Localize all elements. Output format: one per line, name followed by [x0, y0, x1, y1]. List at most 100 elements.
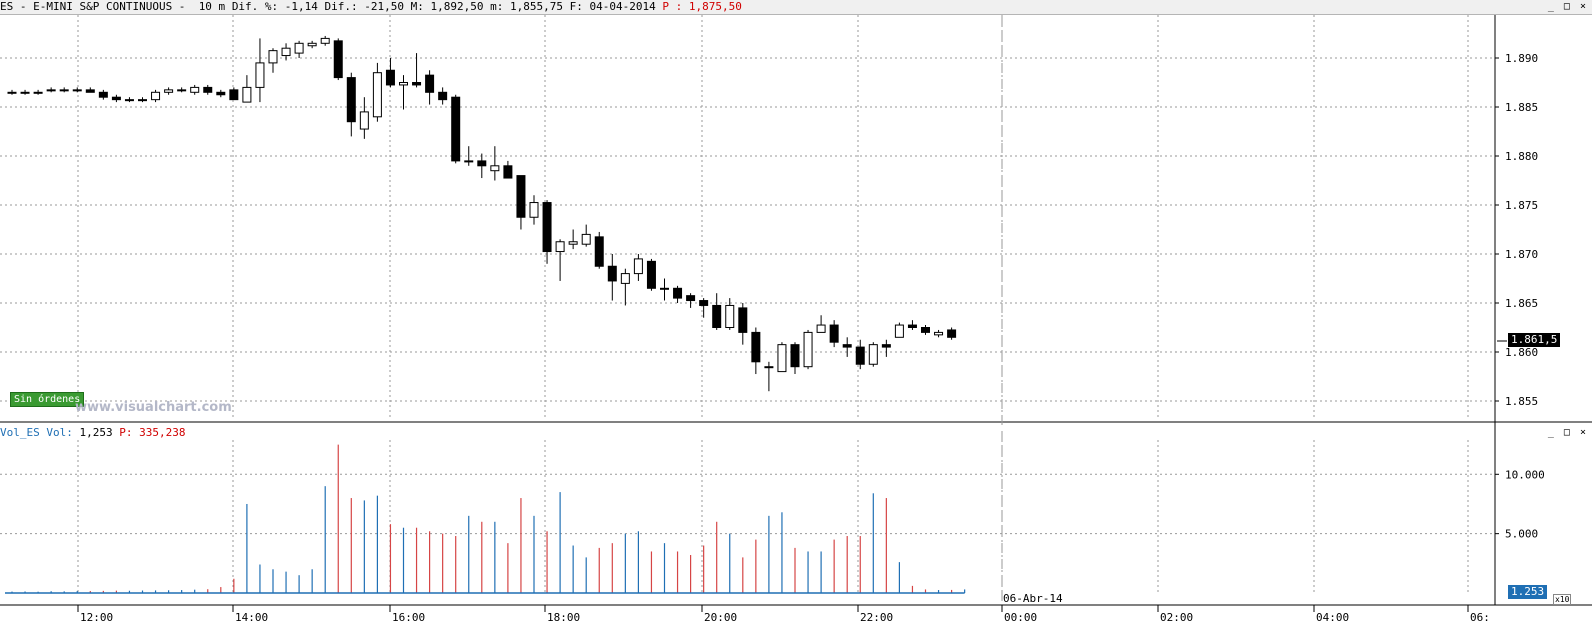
time-tick-label: 18:00	[547, 611, 580, 624]
candle-body	[385, 69, 395, 86]
price-window-buttons[interactable]: _ □ ×	[1547, 1, 1588, 12]
candle-body	[399, 82, 408, 86]
candle-body	[764, 366, 774, 369]
time-tick-label: 12:00	[80, 611, 113, 624]
time-tick-label: 14:00	[235, 611, 268, 624]
orders-badge[interactable]: Sin órdenes	[10, 392, 85, 407]
candle-body	[307, 42, 317, 47]
candle-body	[881, 344, 891, 348]
candle-body	[124, 99, 134, 102]
candle-body	[59, 89, 69, 92]
max-value: 1,892,50	[430, 0, 484, 13]
candle-body	[20, 91, 30, 94]
candle-body	[777, 344, 787, 373]
candle-body	[242, 86, 252, 103]
candle-body	[803, 331, 813, 368]
candle-body	[868, 344, 878, 365]
candle-body	[529, 202, 539, 218]
price-value: 1,875,50	[688, 0, 742, 13]
min-label: m:	[490, 0, 504, 13]
candle-body	[7, 91, 17, 94]
candle-body	[216, 91, 226, 96]
candle-body	[203, 86, 213, 93]
date-label: F:	[569, 0, 583, 13]
candle-body	[699, 300, 709, 306]
candle-body	[346, 77, 356, 123]
candle-body	[98, 91, 108, 98]
candle-body	[190, 86, 200, 93]
candle-body	[151, 91, 161, 101]
date-value: 04-04-2014	[589, 0, 656, 13]
pct-change-label: Dif. %:	[231, 0, 279, 13]
volume-label: Vol:	[46, 426, 73, 439]
candle-body	[894, 324, 904, 338]
candle-body	[712, 304, 722, 329]
candle-body	[855, 346, 865, 365]
candle-body	[359, 111, 369, 130]
candle-body	[85, 89, 95, 93]
max-label: M:	[410, 0, 424, 13]
candle-body	[725, 304, 735, 329]
price-tick-label: 1.855	[1505, 395, 1538, 408]
pct-change-value: -1,14	[284, 0, 318, 13]
candle-body	[281, 47, 291, 57]
time-tick-label: 00:00	[1004, 611, 1037, 624]
min-value: 1,855,75	[510, 0, 564, 13]
candle-body	[294, 42, 304, 54]
candle-body	[816, 324, 826, 333]
volume-indicator-name: Vol_ES	[0, 426, 40, 439]
candle-body	[333, 40, 343, 79]
candle-body	[555, 241, 565, 253]
candle-body	[425, 74, 435, 93]
candle-body	[934, 331, 944, 336]
candle-body	[790, 344, 800, 368]
volume-tick-label: 10.000	[1505, 468, 1545, 481]
last-price-tag: 1.861,5	[1508, 333, 1561, 347]
candle-body	[738, 307, 748, 333]
candle-body	[451, 96, 461, 162]
candle-body	[633, 258, 643, 275]
volume-tick-label: 5.000	[1505, 528, 1538, 541]
watermark: www.visualchart.com	[75, 400, 232, 415]
candle-body	[686, 295, 696, 302]
volume-window-buttons[interactable]: _ □ ×	[1547, 427, 1588, 438]
candle-body	[46, 89, 56, 92]
candle-body	[921, 327, 930, 333]
date-marker-label: 06-Abr-14	[1003, 592, 1063, 605]
candle-body	[907, 324, 917, 328]
symbol-label: ES - E-MINI S&P CONTINUOUS -	[0, 0, 186, 13]
candle-body	[320, 37, 330, 44]
candle-body	[372, 72, 382, 118]
candle-body	[542, 202, 552, 253]
candle-body	[164, 89, 174, 93]
volume-p-label: P:	[119, 426, 133, 439]
candle-body	[620, 273, 630, 284]
volume-value: 1,253	[79, 426, 113, 439]
last-volume-tag: 1.253	[1508, 585, 1548, 599]
dif-value: -21,50	[364, 0, 405, 13]
price-tick-label: 1.885	[1505, 101, 1538, 114]
time-tick-label: 06:	[1470, 611, 1490, 624]
candle-body	[33, 91, 43, 94]
candle-body	[438, 91, 448, 101]
price-tick-label: 1.880	[1505, 150, 1538, 163]
candle-body	[255, 62, 265, 88]
candle-body	[503, 165, 513, 179]
candle-body	[477, 160, 487, 167]
scale-multiplier-badge[interactable]: x10	[1553, 594, 1572, 605]
candle-body	[72, 89, 82, 92]
candle-body	[568, 241, 578, 245]
price-label: P :	[662, 0, 683, 13]
volume-p-value: 335,238	[139, 426, 186, 439]
price-tick-label: 1.870	[1505, 248, 1538, 261]
candle-body	[268, 50, 278, 64]
candle-body	[138, 99, 147, 102]
volume-chart-header: Vol_ES Vol: 1,253 P: 335,238	[0, 426, 1592, 440]
candle-body	[516, 175, 526, 218]
candle-body	[412, 82, 422, 86]
candle-body	[660, 287, 669, 290]
candle-body	[581, 233, 591, 245]
candle-body	[111, 96, 121, 101]
